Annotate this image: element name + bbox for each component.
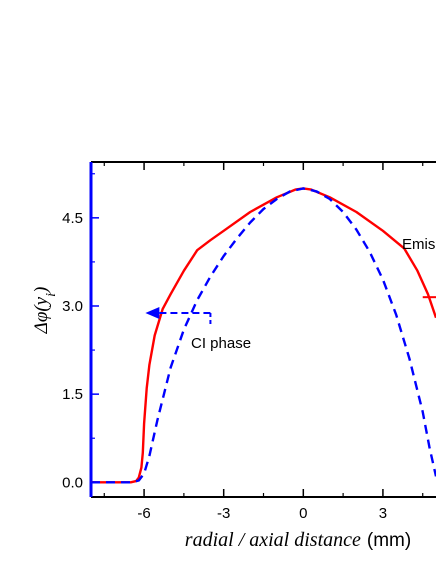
y-ticks: 0.0 1.5 3.0 4.5 [62,173,99,491]
x-axis-label-unit: (mm) [367,530,411,551]
x-axis-label: radial / axial distance (mm) [185,529,411,551]
annotation-layer: CI phase Emis [145,236,436,352]
x-tick-label: 0 [299,505,307,522]
series-layer [91,187,436,484]
y-tick-label: 1.5 [62,386,83,403]
y-axis-label: Δφ(yi) [31,287,59,335]
x-tick-label: 3 [379,505,387,522]
x-ticks: -6 -3 0 3 [103,162,424,522]
annotation-label: Emis [402,236,435,253]
annotation-arrowhead [145,307,160,320]
series-ci-phase [91,187,436,484]
x-tick-label: -6 [137,505,150,522]
y-tick-label: 3.0 [62,298,83,315]
x-axis-label-text: radial / axial distance [185,529,361,551]
y-axis-label-main: Δφ(y [31,296,52,334]
y-axis-label-sub: i [44,293,59,297]
annotation-label: CI phase [191,335,251,352]
x-tick-label: -3 [217,505,230,522]
y-axis-label-close: ) [31,287,52,294]
y-tick-label: 4.5 [62,210,83,227]
y-tick-label: 0.0 [62,474,83,491]
series-emission [91,187,436,484]
